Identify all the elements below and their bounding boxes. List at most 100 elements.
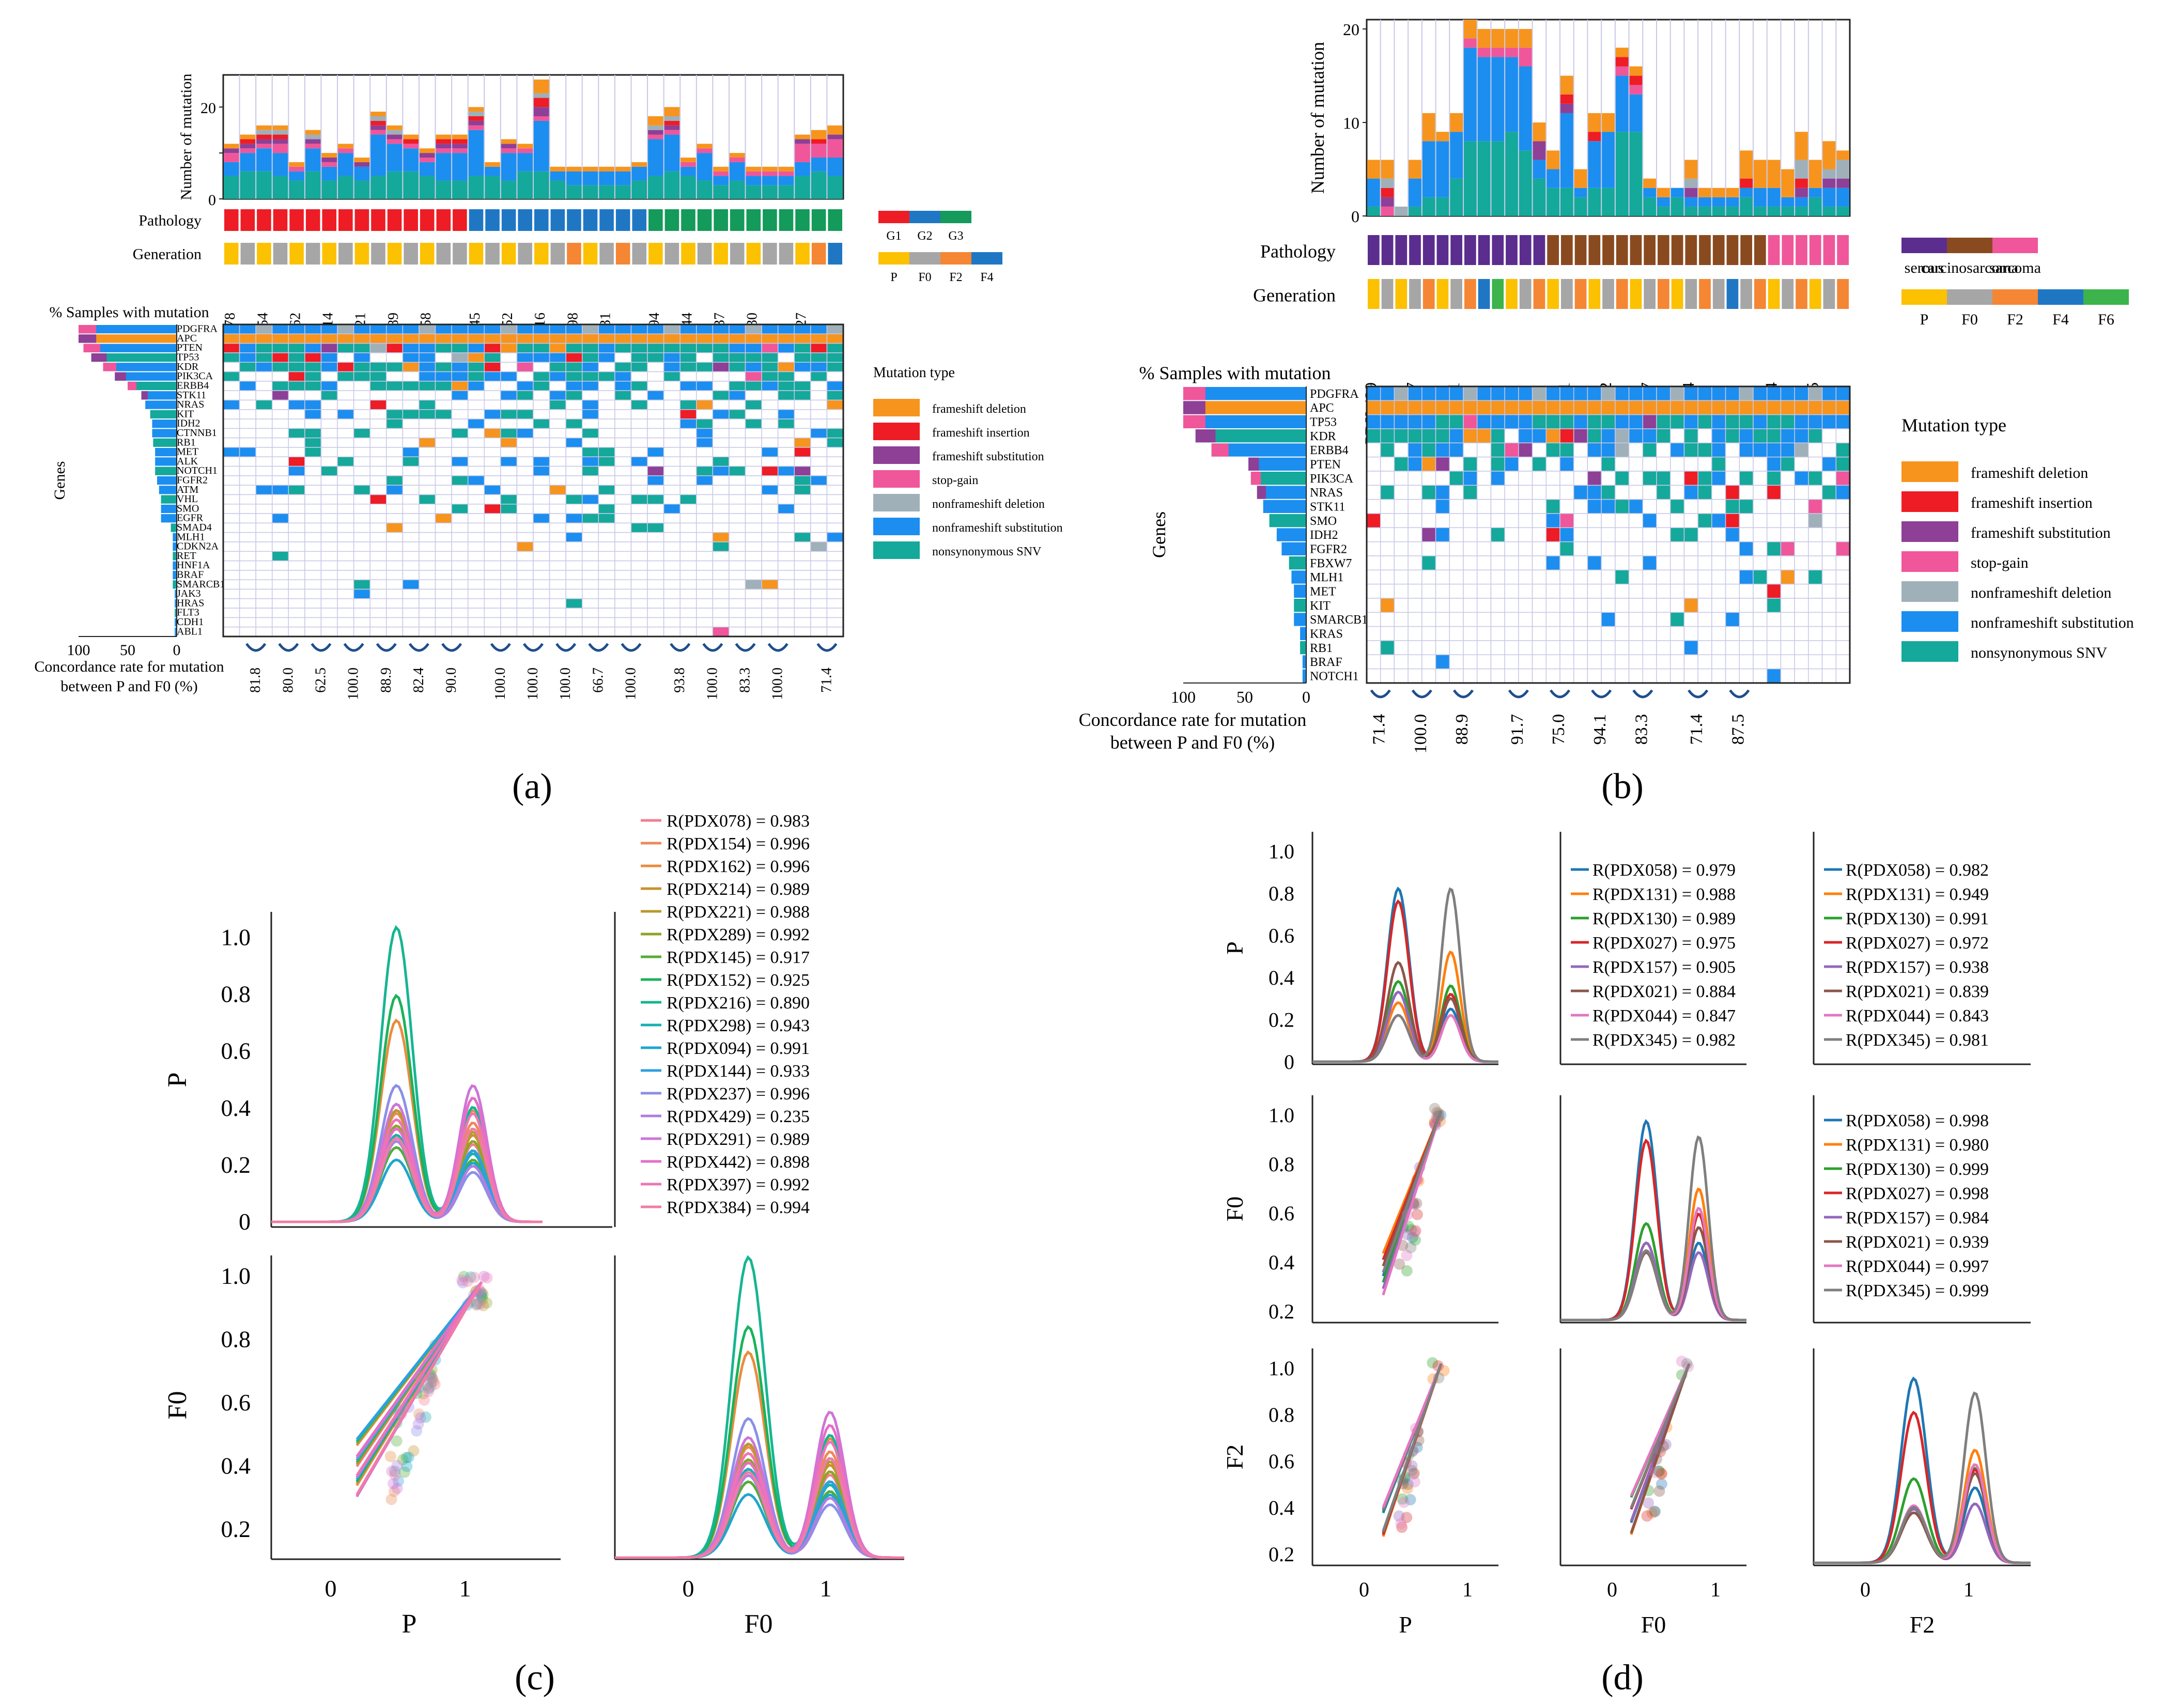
oncoprint-cell [761, 371, 779, 382]
d-legend-label: R(PDX157) = 0.984 [1846, 1208, 1989, 1228]
oncoprint-cell [630, 504, 648, 514]
oncoprint-cell [810, 371, 828, 382]
generation-cell [828, 243, 842, 265]
oncoprint-cell [663, 617, 681, 628]
oncoprint-cell [1449, 442, 1464, 458]
oncoprint-cell [614, 324, 632, 335]
oncoprint-cell [1421, 513, 1436, 529]
oncoprint-cell [1421, 541, 1436, 556]
oncoprint-cell [1739, 612, 1754, 627]
oncoprint-cell [1421, 414, 1436, 429]
oncoprint-cell [1463, 654, 1478, 670]
oncoprint-cell [271, 475, 289, 486]
oncoprint-cell [810, 447, 828, 457]
oncoprint-cell [1753, 626, 1768, 641]
generation-cell [615, 243, 630, 265]
oncoprint-cell [614, 343, 632, 353]
oncoprint-frame [222, 323, 844, 638]
oncoprint-cell [369, 324, 387, 335]
oncoprint-cell [451, 522, 469, 533]
oncoprint-cell [1669, 428, 1685, 444]
oncoprint-cell [435, 626, 452, 637]
oncoprint-cell [614, 409, 632, 420]
oncoprint-cell [745, 475, 762, 486]
bar-segment [1533, 141, 1546, 160]
oncoprint-cell [1380, 414, 1395, 429]
oncoprint-cell [1628, 640, 1644, 656]
oncoprint-cell [794, 608, 811, 618]
oncoprint-cell [255, 371, 273, 382]
oncoprint-cell [1518, 555, 1533, 571]
oncoprint-cell [255, 352, 273, 363]
scatter-point [1409, 1467, 1420, 1479]
pathology-cell [1409, 235, 1421, 265]
oncoprint-cell [419, 485, 436, 495]
d-xtick: 1 [1710, 1578, 1721, 1601]
oncoprint-cell [1490, 442, 1505, 458]
oncoprint-cell [1504, 400, 1519, 415]
oncoprint-cell [1573, 583, 1588, 599]
oncoprint-cell [500, 371, 518, 382]
oncoprint-cell [1628, 456, 1644, 472]
c-legend-label: R(PDX442) = 0.898 [667, 1153, 810, 1172]
oncoprint-cell [435, 570, 452, 580]
bar-segment [305, 134, 321, 139]
oncoprint-cell [1711, 499, 1726, 514]
oncoprint-cell [565, 465, 583, 476]
oncoprint-cell [1766, 442, 1782, 458]
oncoprint-cell [826, 551, 844, 562]
scatter-point [388, 1485, 400, 1497]
d-xlabel: F2 [1910, 1611, 1935, 1638]
oncoprint-cell [598, 494, 615, 505]
pct-bar [1276, 528, 1306, 541]
oncoprint-cell [679, 362, 697, 372]
generation-legend-label: F0 [1961, 311, 1978, 328]
c-bl-ytick: 0.2 [221, 1516, 251, 1542]
bar-segment [599, 185, 614, 199]
bar-segment [272, 134, 288, 139]
oncoprint-cell [647, 598, 664, 609]
oncoprint-cell [386, 456, 404, 467]
oncoprint-cell [1559, 456, 1574, 472]
oncoprint-cell [712, 626, 730, 637]
d-legend-label: R(PDX157) = 0.938 [1846, 958, 1989, 977]
oncoprint-cell [696, 560, 714, 571]
oncoprint-cell [500, 626, 518, 637]
oncoprint-cell [614, 333, 632, 344]
d-ytick-P: 0.2 [1269, 1008, 1294, 1032]
c-top-ytick: 0.2 [221, 1152, 251, 1178]
bar-segment [1409, 206, 1421, 216]
oncoprint-cell [745, 579, 762, 590]
mutation-type-legend-title: Mutation type [1901, 415, 2006, 436]
oncoprint-cell [304, 588, 322, 599]
oncoprint-cell [533, 485, 550, 495]
bar-segment [648, 130, 663, 135]
density-curve [271, 925, 543, 1223]
c-legend-label: R(PDX078) = 0.983 [667, 812, 810, 831]
oncoprint-cell [223, 324, 240, 335]
oncoprint-cell [467, 428, 485, 439]
oncoprint-cell [745, 522, 762, 533]
mutation-legend-label: stop-gain [1971, 554, 2029, 571]
d-ylabel: F2 [1221, 1445, 1248, 1470]
oncoprint-cell [1559, 555, 1574, 571]
oncoprint-cell [516, 324, 534, 335]
pathology-cell [1616, 235, 1628, 265]
bar-segment [370, 176, 386, 199]
oncoprint-cell [1532, 499, 1547, 514]
oncoprint-cell [1421, 569, 1436, 585]
oncoprint-cell [647, 371, 664, 382]
oncoprint-cell [1587, 499, 1602, 514]
oncoprint-cell [304, 560, 322, 571]
oncoprint-cell [598, 588, 615, 599]
oncoprint-cell [402, 428, 420, 439]
concordance-bracket [767, 643, 788, 652]
oncoprint-cell [745, 504, 762, 514]
oncoprint-cell [679, 570, 697, 580]
oncoprint-cell [1697, 612, 1712, 627]
oncoprint-cell [1587, 527, 1602, 542]
pathology-cell [730, 209, 745, 231]
d-legend-label: R(PDX345) = 0.982 [1592, 1031, 1736, 1050]
oncoprint-cell [255, 399, 273, 410]
oncoprint-cell [451, 418, 469, 429]
